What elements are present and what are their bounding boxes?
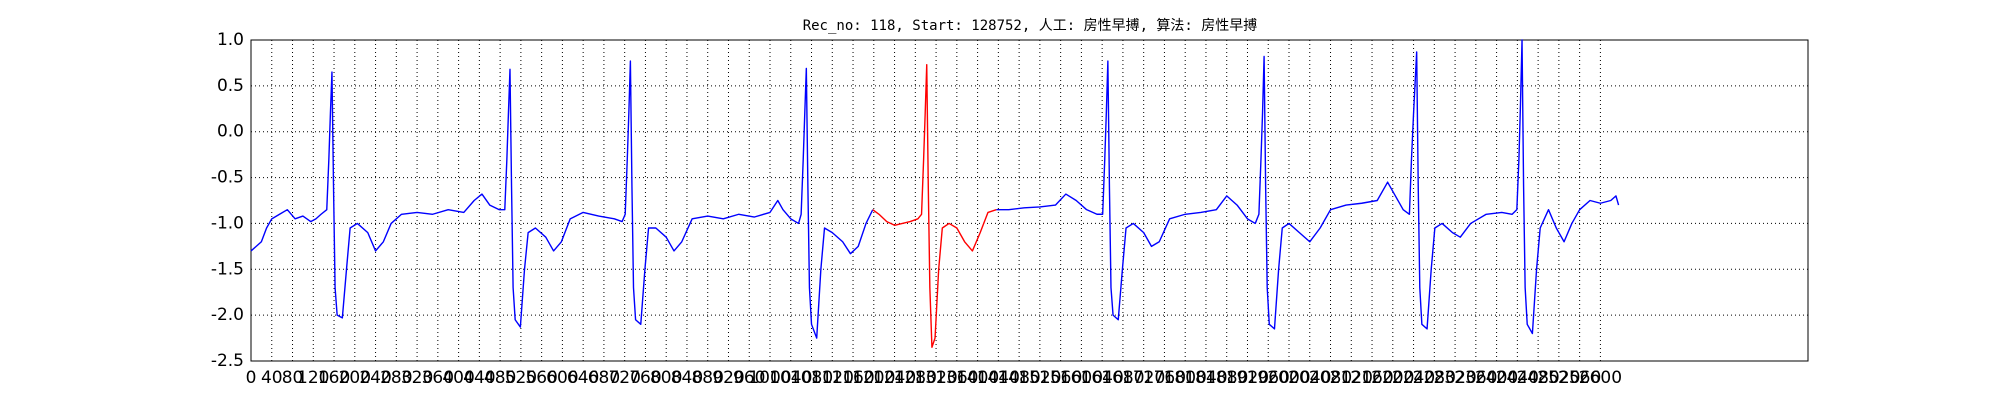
x-tick-label: 1040: [769, 368, 812, 388]
x-tick-label: 2200: [1371, 368, 1414, 388]
x-tick-label: 880: [691, 368, 723, 388]
y-tick-label: 0.0: [217, 122, 244, 142]
x-tick-label: 1720: [1122, 368, 1165, 388]
x-tick-label: 1600: [1060, 368, 1103, 388]
x-tick-label: 1280: [894, 368, 937, 388]
x-tick-label: 1160: [831, 368, 874, 388]
x-tick-label: 2160: [1350, 368, 1393, 388]
x-tick-label: 1640: [1081, 368, 1124, 388]
x-tick-label: 1480: [997, 368, 1040, 388]
x-tick-label: 240: [359, 368, 391, 388]
y-tick-label: -1.5: [211, 259, 244, 279]
y-tick-label: -0.5: [211, 168, 244, 188]
x-tick-label: 1080: [790, 368, 833, 388]
x-tick-label: 1520: [1018, 368, 1061, 388]
x-tick-label: 80: [282, 368, 304, 388]
x-tick-label: 2600: [1579, 368, 1622, 388]
x-tick-label: 0: [246, 368, 257, 388]
x-tick-label: 760: [629, 368, 661, 388]
x-tick-label: 1800: [1164, 368, 1207, 388]
x-tick-label: 1200: [852, 368, 895, 388]
x-tick-label: 440: [463, 368, 495, 388]
x-tick-label: 2120: [1330, 368, 1373, 388]
x-tick-label: 1400: [956, 368, 999, 388]
x-tick-label: 280: [380, 368, 412, 388]
x-tick-label: 680: [588, 368, 620, 388]
x-tick-label: 1840: [1184, 368, 1227, 388]
x-tick-label: 2000: [1267, 368, 1310, 388]
x-tick-label: 2440: [1496, 368, 1539, 388]
ecg-line: [872, 64, 997, 348]
x-tick-label: 1960: [1247, 368, 1290, 388]
x-tick-label: 520: [505, 368, 537, 388]
x-tick-label: 2400: [1475, 368, 1518, 388]
x-tick-label: 360: [422, 368, 454, 388]
x-tick-label: 2040: [1288, 368, 1331, 388]
x-tick-label: 640: [567, 368, 599, 388]
x-tick-label: 200: [339, 368, 371, 388]
x-tick-label: 320: [401, 368, 433, 388]
x-tick-label: 1920: [1226, 368, 1269, 388]
plot-frame: [250, 39, 1809, 362]
x-tick-label: 560: [525, 368, 557, 388]
x-tick-label: 1000: [748, 368, 791, 388]
x-tick-label: 600: [546, 368, 578, 388]
x-tick-label: 2280: [1413, 368, 1456, 388]
x-tick-label: 1240: [873, 368, 916, 388]
x-tick-label: 400: [442, 368, 474, 388]
x-tick-label: 2320: [1433, 368, 1476, 388]
x-tick-label: 1120: [811, 368, 854, 388]
x-tick-label: 1760: [1143, 368, 1186, 388]
x-tick-label: 2240: [1392, 368, 1435, 388]
x-tick-label: 1320: [914, 368, 957, 388]
x-tick-label: 840: [671, 368, 703, 388]
x-tick-label: 920: [712, 368, 744, 388]
x-tick-label: 2360: [1454, 368, 1497, 388]
x-tick-label: 40: [261, 368, 283, 388]
y-tick-label: -1.0: [211, 213, 244, 233]
y-tick-label: -2.5: [211, 351, 244, 371]
x-tick-label: 1880: [1205, 368, 1248, 388]
x-tick-label: 1680: [1101, 368, 1144, 388]
x-tick-label: 160: [318, 368, 350, 388]
x-tick-label: 720: [608, 368, 640, 388]
x-tick-label: 1560: [1039, 368, 1082, 388]
chart-title: Rec_no: 118, Start: 128752, 人工: 房性早搏, 算法…: [803, 17, 1258, 34]
ecg-line: [250, 39, 1620, 339]
y-tick-label: 1.0: [217, 30, 244, 50]
y-tick-label: 0.5: [217, 76, 244, 96]
x-tick-label: 800: [650, 368, 682, 388]
x-tick-label: 120: [297, 368, 329, 388]
x-tick-label: 1360: [935, 368, 978, 388]
x-tick-label: 960: [733, 368, 765, 388]
y-tick-label: -2.0: [211, 305, 244, 325]
x-tick-label: 2480: [1516, 368, 1559, 388]
x-tick-label: 2080: [1309, 368, 1352, 388]
x-tick-label: 480: [484, 368, 516, 388]
x-tick-label: 1440: [977, 368, 1020, 388]
x-tick-label: 2560: [1558, 368, 1601, 388]
x-tick-label: 2520: [1537, 368, 1580, 388]
